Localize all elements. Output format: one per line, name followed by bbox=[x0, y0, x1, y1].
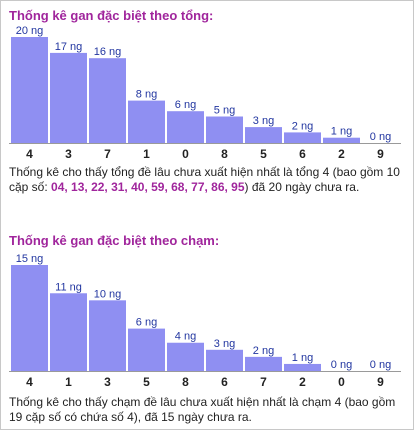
bar-1 bbox=[50, 293, 87, 371]
value-label: 16 ng bbox=[94, 46, 122, 58]
category-label: 0 bbox=[338, 375, 345, 389]
value-label: 3 ng bbox=[253, 115, 274, 127]
category-label: 3 bbox=[65, 147, 72, 161]
category-label: 8 bbox=[221, 147, 228, 161]
value-label: 1 ng bbox=[292, 352, 313, 364]
description-sum-tail: ) đã 20 ngày chưa ra. bbox=[244, 180, 360, 194]
bar-3 bbox=[89, 300, 126, 371]
category-label: 1 bbox=[65, 375, 72, 389]
value-label: 4 ng bbox=[175, 331, 196, 343]
bar-6 bbox=[284, 132, 321, 143]
bar-7 bbox=[89, 58, 126, 144]
value-label: 0 ng bbox=[331, 359, 352, 371]
bar-5 bbox=[245, 127, 282, 143]
value-label: 2 ng bbox=[253, 345, 274, 357]
description-sum: Thống kê cho thấy tổng đề lâu chưa xuất … bbox=[9, 165, 407, 195]
value-label: 5 ng bbox=[214, 105, 235, 117]
value-label: 10 ng bbox=[94, 288, 122, 300]
bar-4 bbox=[11, 37, 48, 143]
category-label: 2 bbox=[299, 375, 306, 389]
value-label: 2 ng bbox=[292, 120, 313, 132]
bar-4 bbox=[11, 265, 48, 371]
bar-0 bbox=[167, 111, 204, 143]
value-label: 8 ng bbox=[136, 89, 157, 101]
value-label: 15 ng bbox=[16, 253, 44, 265]
category-label: 5 bbox=[260, 147, 267, 161]
category-label: 9 bbox=[377, 147, 384, 161]
bar-8 bbox=[167, 342, 204, 371]
bar-5 bbox=[128, 328, 165, 371]
category-label: 3 bbox=[104, 375, 111, 389]
section-title-digit: Thống kê gan đặc biệt theo chạm: bbox=[9, 233, 220, 248]
bar-1 bbox=[128, 100, 165, 143]
value-label: 6 ng bbox=[175, 99, 196, 111]
category-label: 1 bbox=[143, 147, 150, 161]
bar-3 bbox=[50, 52, 87, 143]
chart-digit: 15 ng 4 11 ng 1 10 ng 3 6 ng 5 4 ng 8 3 ng 6 2 ng 7 1 … bbox=[9, 253, 401, 389]
category-label: 6 bbox=[221, 375, 228, 389]
description-sum-text: Thống kê cho thấy tổng đề lâu chưa xuất … bbox=[9, 165, 400, 194]
section-sum: Thống kê gan đặc biệt theo tổng: 20 ng 4 1… bbox=[1, 1, 413, 215]
category-label: 4 bbox=[26, 147, 33, 161]
category-label: 6 bbox=[299, 147, 306, 161]
value-label: 20 ng bbox=[16, 25, 44, 37]
value-label: 17 ng bbox=[55, 41, 83, 53]
category-label: 8 bbox=[182, 375, 189, 389]
value-label: 0 ng bbox=[370, 131, 391, 143]
pair-list: 04, 13, 22, 31, 40, 59, 68, 77, 86, 95 bbox=[51, 180, 245, 194]
value-label: 11 ng bbox=[55, 281, 82, 293]
bar-2 bbox=[323, 137, 360, 143]
bar-7 bbox=[245, 356, 282, 371]
description-digit: Thống kê cho thấy chạm đề lâu chưa xuất … bbox=[9, 395, 396, 424]
category-label: 7 bbox=[260, 375, 267, 389]
bar-2 bbox=[284, 363, 321, 371]
bar-8 bbox=[206, 116, 243, 143]
value-label: 0 ng bbox=[370, 359, 391, 371]
value-label: 3 ng bbox=[214, 338, 235, 350]
category-label: 9 bbox=[377, 375, 384, 389]
category-label: 5 bbox=[143, 375, 150, 389]
bar-6 bbox=[206, 349, 243, 371]
value-label: 6 ng bbox=[136, 317, 157, 329]
value-label: 1 ng bbox=[331, 126, 352, 138]
category-label: 7 bbox=[104, 147, 111, 161]
section-title-sum: Thống kê gan đặc biệt theo tổng: bbox=[9, 8, 214, 23]
section-digit: Thống kê gan đặc biệt theo chạm: 15 ng 4 1… bbox=[1, 229, 413, 429]
category-label: 0 bbox=[182, 147, 189, 161]
category-label: 4 bbox=[26, 375, 33, 389]
category-label: 2 bbox=[338, 147, 345, 161]
